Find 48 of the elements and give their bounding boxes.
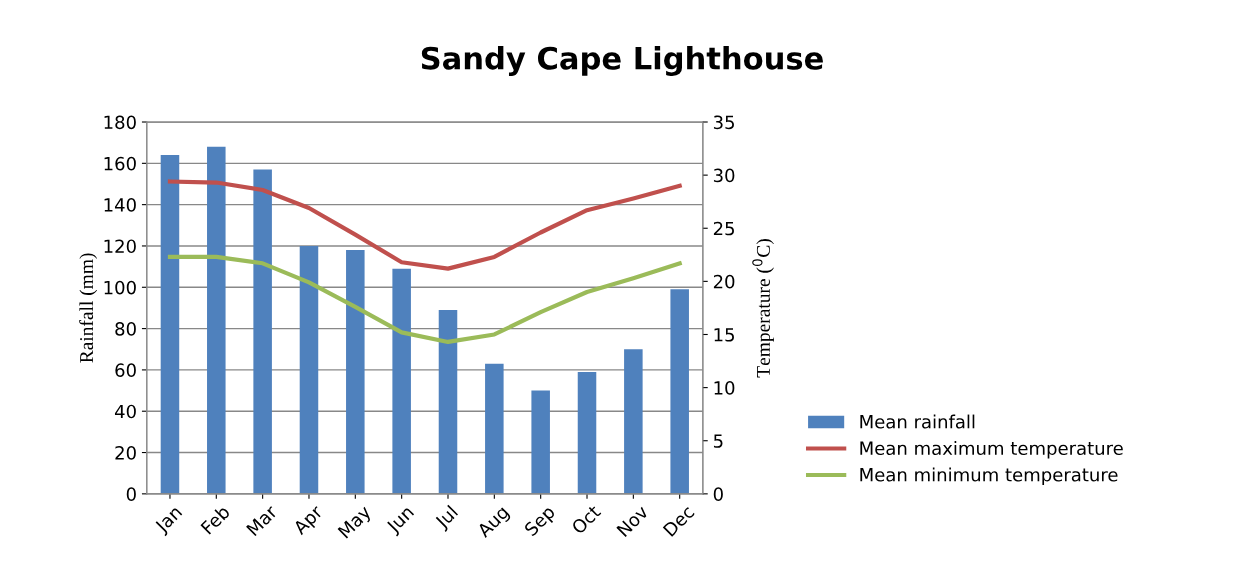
- legend-label: Mean rainfall: [860, 414, 975, 429]
- y2-tick-label: 10: [714, 381, 735, 395]
- bar: [531, 390, 550, 494]
- legend-label: Mean maximum temperature: [860, 441, 1123, 459]
- y2-tick-label: 0: [713, 487, 723, 501]
- y-tick-label: 160: [104, 156, 136, 171]
- x-tick-label: Apr: [292, 503, 327, 538]
- x-tick-label: Feb: [200, 504, 231, 535]
- y-tick-label: 60: [115, 363, 136, 378]
- chart-title: Sandy Cape Lighthouse: [421, 46, 823, 76]
- y-tick-label: 120: [104, 239, 136, 254]
- x-tick-label: Sep: [523, 504, 559, 540]
- y-axis-title: Rainfall (mm): [79, 253, 98, 363]
- y-tick-label: 0: [126, 487, 136, 501]
- bar: [485, 363, 504, 494]
- y2-tick-label: 25: [713, 221, 734, 236]
- y-tick-label: 20: [115, 445, 136, 460]
- y2-axis-title: Temperature ($^{0}$C): [752, 239, 774, 378]
- y-tick-label: 100: [104, 280, 136, 295]
- bar: [438, 310, 458, 494]
- x-tick-label: Jan: [153, 505, 185, 537]
- x-tick-label: Jul: [433, 504, 461, 532]
- y2-tick-label: 20: [713, 274, 735, 289]
- bar: [160, 155, 180, 494]
- y-tick-label: 180: [104, 115, 136, 130]
- x-tick-label: Oct: [570, 504, 602, 535]
- y2-tick-label: 15: [714, 328, 734, 342]
- y2-tick-label: 5: [713, 434, 723, 448]
- y-tick-label: 80: [115, 322, 136, 336]
- bar: [670, 289, 689, 494]
- line-series: [167, 179, 682, 271]
- y2-tick-label: 35: [713, 115, 734, 130]
- y2-tick-label: 30: [713, 168, 735, 183]
- line-series: [167, 254, 682, 345]
- x-tick-label: Mar: [246, 503, 279, 537]
- legend-label: Mean minimum temperature: [860, 467, 1118, 486]
- bar: [577, 371, 597, 494]
- bar: [299, 245, 319, 494]
- bar: [346, 250, 365, 494]
- x-tick-label: Nov: [616, 504, 650, 538]
- bar: [253, 169, 272, 494]
- bar: [392, 268, 411, 494]
- y-tick-label: 40: [114, 404, 136, 419]
- bar: [624, 349, 643, 494]
- x-tick-label: Jun: [385, 505, 417, 537]
- bar: [207, 146, 226, 494]
- x-tick-label: Dec: [662, 504, 695, 537]
- y-tick-label: 140: [104, 198, 136, 212]
